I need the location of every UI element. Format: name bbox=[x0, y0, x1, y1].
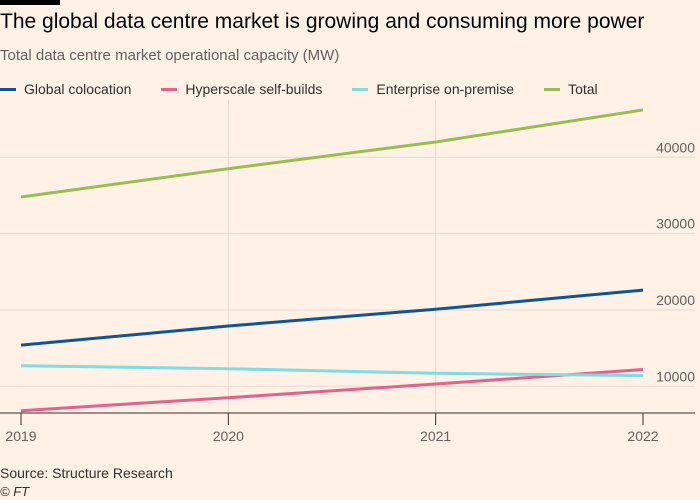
legend-swatch-hyperscale-self-builds bbox=[161, 87, 178, 91]
legend-label-total: Total bbox=[568, 81, 598, 97]
legend-label-enterprise-on-premise: Enterprise on-premise bbox=[376, 81, 515, 97]
copyright-note: © FT bbox=[0, 484, 30, 499]
legend-label-global-colocation: Global colocation bbox=[24, 81, 132, 97]
legend-label-hyperscale-self-builds: Hyperscale self-builds bbox=[185, 81, 323, 97]
source-note: Source: Structure Research bbox=[0, 465, 173, 481]
x-tick-label: 2021 bbox=[420, 428, 451, 444]
x-tick-label: 2019 bbox=[5, 428, 36, 444]
x-tick-label: 2022 bbox=[627, 428, 658, 444]
series-line-total bbox=[20, 108, 644, 199]
series-line-hyperscale-self-builds bbox=[20, 368, 644, 413]
legend-item-global-colocation: Global colocation bbox=[0, 81, 131, 97]
y-tick-label: 20000 bbox=[656, 292, 695, 308]
chart-legend: Global colocation Hyperscale self-builds… bbox=[0, 79, 628, 99]
series-line-enterprise-on-premise bbox=[20, 364, 644, 378]
x-tick-label: 2020 bbox=[213, 428, 244, 444]
legend-item-hyperscale-self-builds: Hyperscale self-builds bbox=[161, 81, 322, 97]
legend-swatch-global-colocation bbox=[0, 87, 16, 91]
legend-item-enterprise-on-premise: Enterprise on-premise bbox=[352, 81, 514, 97]
legend-item-total: Total bbox=[544, 81, 598, 97]
series-line-global-colocation bbox=[20, 288, 644, 347]
legend-swatch-enterprise-on-premise bbox=[352, 87, 369, 91]
y-tick-label: 30000 bbox=[656, 216, 695, 232]
y-tick-label: 10000 bbox=[656, 368, 695, 384]
chart-subtitle: Total data centre market operational cap… bbox=[0, 47, 340, 64]
y-tick-label: 40000 bbox=[656, 139, 695, 155]
line-chart: 10000 20000 30000 40000 2019 2020 2021 2022 bbox=[0, 100, 695, 444]
legend-swatch-total bbox=[544, 87, 561, 91]
chart-title: The global data centre market is growing… bbox=[0, 10, 645, 33]
brand-bar bbox=[0, 0, 60, 5]
